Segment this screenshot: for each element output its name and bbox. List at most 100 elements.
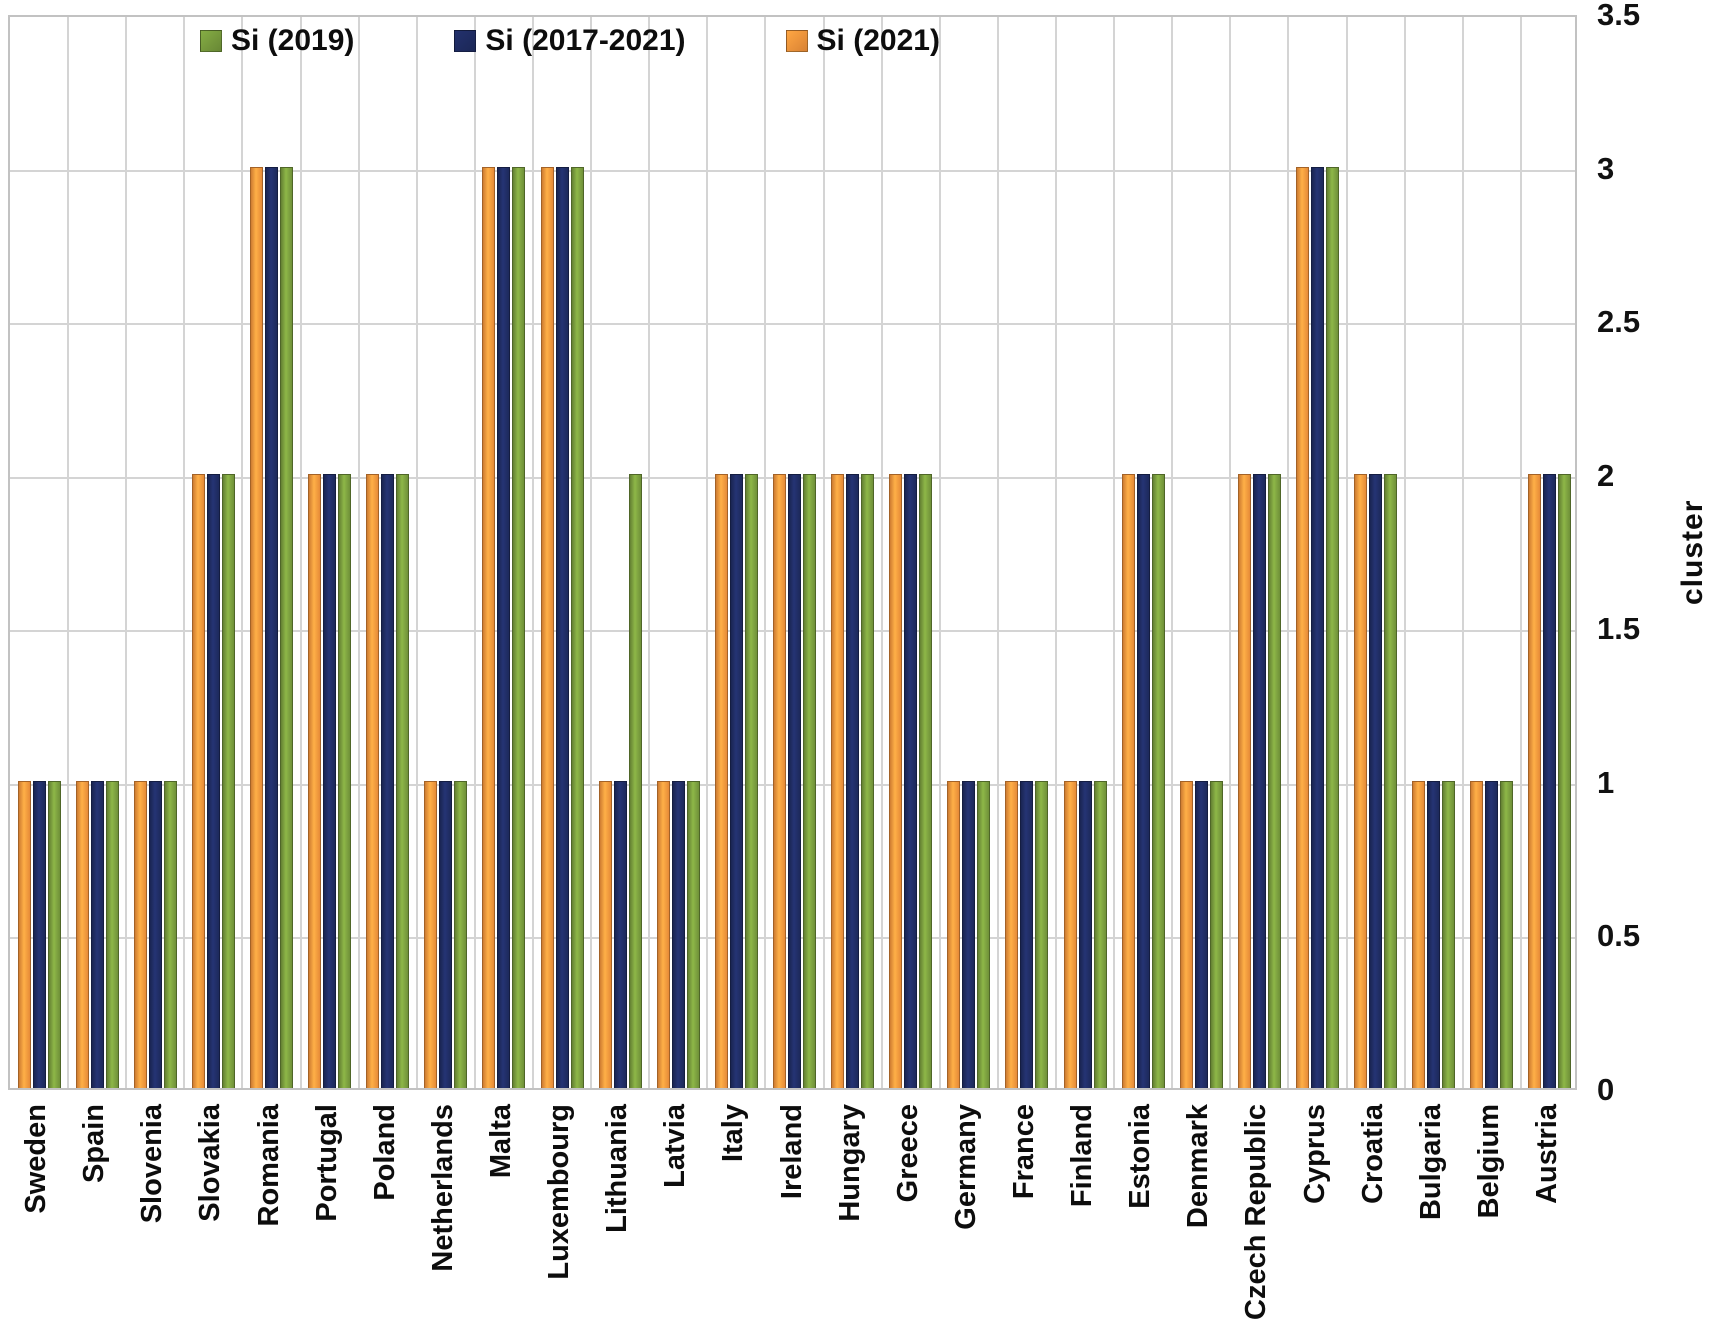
x-axis-label: Denmark bbox=[1182, 1104, 1215, 1229]
legend-swatch-si-2019 bbox=[200, 30, 222, 52]
bar-group bbox=[68, 17, 126, 1088]
bar bbox=[1237, 473, 1251, 1088]
bar bbox=[1528, 473, 1542, 1088]
bar-group bbox=[1405, 17, 1463, 1088]
bar-group bbox=[10, 17, 68, 1088]
y-tick-label: 2 bbox=[1597, 457, 1615, 493]
bar bbox=[323, 473, 337, 1088]
bar-group bbox=[417, 17, 475, 1088]
x-axis-label: Portugal bbox=[310, 1104, 343, 1222]
legend-label-si-2017-2021: Si (2017-2021) bbox=[485, 24, 686, 57]
legend: Si (2019) Si (2017-2021) Si (2021) bbox=[200, 24, 940, 58]
bar bbox=[1295, 166, 1309, 1088]
bar bbox=[1035, 780, 1049, 1088]
bar bbox=[1194, 780, 1208, 1088]
x-axis-label: Poland bbox=[368, 1104, 401, 1201]
bar bbox=[1078, 780, 1092, 1088]
bar bbox=[439, 780, 453, 1088]
gridline-v bbox=[125, 17, 128, 1088]
x-axis-label: Latvia bbox=[659, 1104, 692, 1188]
x-axis-label: Sweden bbox=[20, 1104, 53, 1214]
bar bbox=[846, 473, 860, 1088]
bar bbox=[32, 780, 46, 1088]
bar bbox=[598, 780, 612, 1088]
bar-group bbox=[184, 17, 242, 1088]
plot-area bbox=[8, 15, 1577, 1090]
bar bbox=[802, 473, 816, 1088]
bar-group bbox=[1288, 17, 1346, 1088]
x-axis-label: Slovenia bbox=[136, 1104, 169, 1224]
x-axis-label: Austria bbox=[1530, 1104, 1563, 1204]
x-axis-label: Cyprus bbox=[1298, 1104, 1331, 1204]
y-tick-label: 0.5 bbox=[1597, 918, 1641, 954]
x-axis-label: Bulgaria bbox=[1414, 1104, 1447, 1221]
y-tick-label: 3 bbox=[1597, 150, 1615, 186]
legend-item-si-2019: Si (2019) bbox=[200, 24, 354, 58]
bar bbox=[628, 473, 642, 1088]
bar bbox=[904, 473, 918, 1088]
bar bbox=[889, 473, 903, 1088]
x-axis-label: Luxembourg bbox=[543, 1104, 576, 1280]
x-axis-label: Czech Republic bbox=[1240, 1104, 1273, 1320]
bar bbox=[105, 780, 119, 1088]
x-axis-label: Italy bbox=[717, 1104, 750, 1163]
bar bbox=[1485, 780, 1499, 1088]
gridline-v bbox=[648, 17, 651, 1088]
bar-group bbox=[707, 17, 765, 1088]
gridline-v bbox=[415, 17, 418, 1088]
bar-group bbox=[1230, 17, 1288, 1088]
bar-group bbox=[1463, 17, 1521, 1088]
bar bbox=[47, 780, 61, 1088]
bar bbox=[191, 473, 205, 1088]
legend-item-si-2017-2021: Si (2017-2021) bbox=[454, 24, 686, 58]
bar bbox=[1442, 780, 1456, 1088]
bar bbox=[366, 473, 380, 1088]
legend-swatch-si-2021 bbox=[785, 30, 808, 52]
bar bbox=[1384, 473, 1398, 1088]
bar bbox=[744, 473, 758, 1088]
bar-group bbox=[533, 17, 591, 1088]
bar bbox=[671, 780, 685, 1088]
bar bbox=[381, 473, 395, 1088]
bar-group bbox=[126, 17, 184, 1088]
gridline-h bbox=[10, 169, 1575, 172]
bar bbox=[686, 780, 700, 1088]
bar bbox=[729, 473, 743, 1088]
gridline-v bbox=[822, 17, 825, 1088]
bar bbox=[17, 780, 31, 1088]
bar bbox=[1500, 780, 1514, 1088]
bar bbox=[75, 780, 89, 1088]
bar bbox=[1179, 780, 1193, 1088]
bar bbox=[163, 780, 177, 1088]
bar-group bbox=[1056, 17, 1114, 1088]
x-axis-label: Spain bbox=[78, 1104, 111, 1183]
bar bbox=[90, 780, 104, 1088]
legend-label-si-2021: Si (2021) bbox=[816, 24, 940, 57]
gridline-v bbox=[473, 17, 476, 1088]
x-axis-label: Finland bbox=[1066, 1104, 1099, 1208]
gridline-v bbox=[532, 17, 534, 1088]
bar bbox=[1310, 166, 1324, 1088]
bar bbox=[1209, 780, 1223, 1088]
bar bbox=[787, 473, 801, 1088]
bar bbox=[279, 166, 293, 1088]
bar bbox=[1020, 780, 1034, 1088]
gridline-v bbox=[1055, 17, 1057, 1088]
bar bbox=[424, 780, 438, 1088]
bar bbox=[555, 166, 569, 1088]
legend-swatch-si-2017-2021 bbox=[454, 30, 477, 52]
gridline-v bbox=[357, 17, 360, 1088]
gridline-v bbox=[764, 17, 767, 1088]
gridline-v bbox=[1519, 17, 1522, 1088]
gridline-v bbox=[183, 17, 186, 1088]
x-axis-label: Belgium bbox=[1472, 1104, 1505, 1219]
x-axis-label: Hungary bbox=[833, 1104, 866, 1222]
bar-group bbox=[591, 17, 649, 1088]
bar bbox=[1063, 780, 1077, 1088]
gridline-v bbox=[241, 17, 244, 1088]
bar bbox=[613, 780, 627, 1088]
bar bbox=[482, 166, 496, 1088]
bar bbox=[338, 473, 352, 1088]
gridline-v bbox=[67, 17, 70, 1088]
bar bbox=[1354, 473, 1368, 1088]
